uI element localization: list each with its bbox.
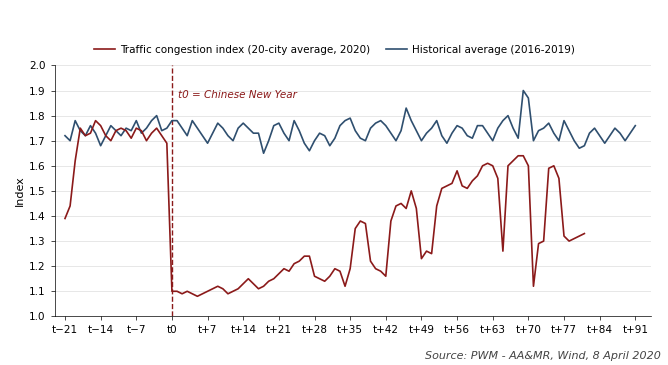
Historical average (2016-2019) xyxy=(81,134,90,138)
Historical average (2016-2019) xyxy=(244,126,253,130)
Historical average (2016-2019) xyxy=(61,134,69,138)
Traffic congestion index (20-city average, 2020) xyxy=(193,294,201,299)
Traffic congestion index (20-city average, 2020) xyxy=(214,284,222,288)
Historical average (2016-2019) xyxy=(260,151,268,155)
Traffic congestion index (20-city average, 2020) xyxy=(580,231,589,236)
Historical average (2016-2019) xyxy=(601,141,609,145)
Traffic congestion index (20-city average, 2020) xyxy=(92,118,100,123)
Traffic congestion index (20-city average, 2020) xyxy=(371,266,379,271)
Line: Historical average (2016-2019): Historical average (2016-2019) xyxy=(65,91,635,153)
Historical average (2016-2019) xyxy=(631,123,639,128)
Traffic congestion index (20-city average, 2020) xyxy=(540,239,548,243)
Traffic congestion index (20-city average, 2020) xyxy=(530,284,538,288)
Historical average (2016-2019) xyxy=(494,126,502,130)
Line: Traffic congestion index (20-city average, 2020): Traffic congestion index (20-city averag… xyxy=(65,120,585,296)
Text: t0 = Chinese New Year: t0 = Chinese New Year xyxy=(178,90,297,100)
Text: Source: PWM - AA&MR, Wind, 8 April 2020: Source: PWM - AA&MR, Wind, 8 April 2020 xyxy=(426,351,661,361)
Y-axis label: Index: Index xyxy=(15,176,25,206)
Traffic congestion index (20-city average, 2020) xyxy=(61,216,69,221)
Legend: Traffic congestion index (20-city average, 2020), Historical average (2016-2019): Traffic congestion index (20-city averag… xyxy=(90,41,579,59)
Historical average (2016-2019) xyxy=(544,121,552,125)
Historical average (2016-2019) xyxy=(519,88,527,93)
Traffic congestion index (20-city average, 2020) xyxy=(544,166,552,170)
Historical average (2016-2019) xyxy=(76,128,84,133)
Traffic congestion index (20-city average, 2020) xyxy=(555,176,563,181)
